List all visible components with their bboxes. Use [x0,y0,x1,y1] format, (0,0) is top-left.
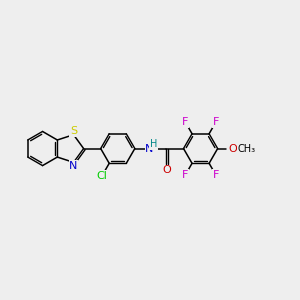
Text: F: F [182,117,188,127]
Text: S: S [70,126,77,136]
Text: O: O [162,165,171,175]
Text: Cl: Cl [97,171,108,181]
Text: H: H [150,140,157,149]
Text: F: F [213,170,219,180]
Text: F: F [182,170,188,180]
Text: O: O [228,143,237,154]
Text: N: N [69,161,78,171]
Text: CH₃: CH₃ [238,143,256,154]
Text: F: F [213,117,219,127]
Text: N: N [145,143,154,154]
